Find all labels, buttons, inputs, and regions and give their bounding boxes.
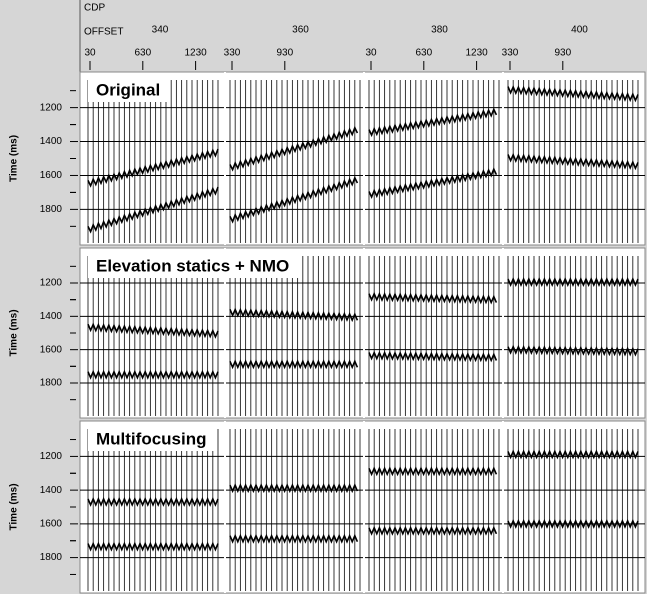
cdp-value: 360 <box>292 25 309 36</box>
y-tick-label: 1600 <box>40 519 63 530</box>
offset-value: 630 <box>415 48 432 59</box>
gather-separator <box>502 421 504 593</box>
cdp-label: CDP <box>84 3 105 14</box>
offset-value: 630 <box>134 48 151 59</box>
panel-title: Multifocusing <box>96 429 206 448</box>
y-tick-label: 1400 <box>40 485 63 496</box>
y-tick-label: 1200 <box>40 102 63 113</box>
offset-value: 1230 <box>465 48 488 59</box>
y-tick-label: 1200 <box>40 451 63 462</box>
figure: CDP OFFSET 340 360 380 400 30 630 1230 330 930 30… <box>0 0 647 594</box>
y-axis-label: Time (ms) <box>9 483 20 530</box>
y-axis-label: Time (ms) <box>9 135 20 182</box>
gather-separator <box>224 72 226 245</box>
offset-value: 30 <box>365 48 377 59</box>
offset-value: 330 <box>502 48 519 59</box>
cdp-value: 340 <box>152 25 169 36</box>
gather-separator <box>502 248 504 418</box>
y-tick-label: 1600 <box>40 344 63 355</box>
offset-label: OFFSET <box>84 27 123 38</box>
gather-separator <box>502 72 504 245</box>
gather-separator <box>363 248 365 418</box>
offset-value: 930 <box>554 48 571 59</box>
y-tick-label: 1400 <box>40 136 63 147</box>
gather-separator <box>224 421 226 593</box>
y-tick-label: 1800 <box>40 552 63 563</box>
panel-title: Original <box>96 80 160 99</box>
gather-separator <box>363 72 365 245</box>
y-tick-label: 1200 <box>40 278 63 289</box>
y-tick-label: 1800 <box>40 378 63 389</box>
cdp-value: 380 <box>431 25 448 36</box>
gather-separator <box>363 421 365 593</box>
offset-value: 330 <box>224 48 241 59</box>
y-axis-label: Time (ms) <box>9 309 20 356</box>
offset-value: 30 <box>84 48 96 59</box>
panel-title: Elevation statics + NMO <box>96 256 289 275</box>
y-tick-label: 1400 <box>40 311 63 322</box>
offset-value: 1230 <box>184 48 207 59</box>
y-tick-label: 1600 <box>40 170 63 181</box>
cdp-value: 400 <box>571 25 588 36</box>
offset-value: 930 <box>276 48 293 59</box>
y-tick-label: 1800 <box>40 204 63 215</box>
